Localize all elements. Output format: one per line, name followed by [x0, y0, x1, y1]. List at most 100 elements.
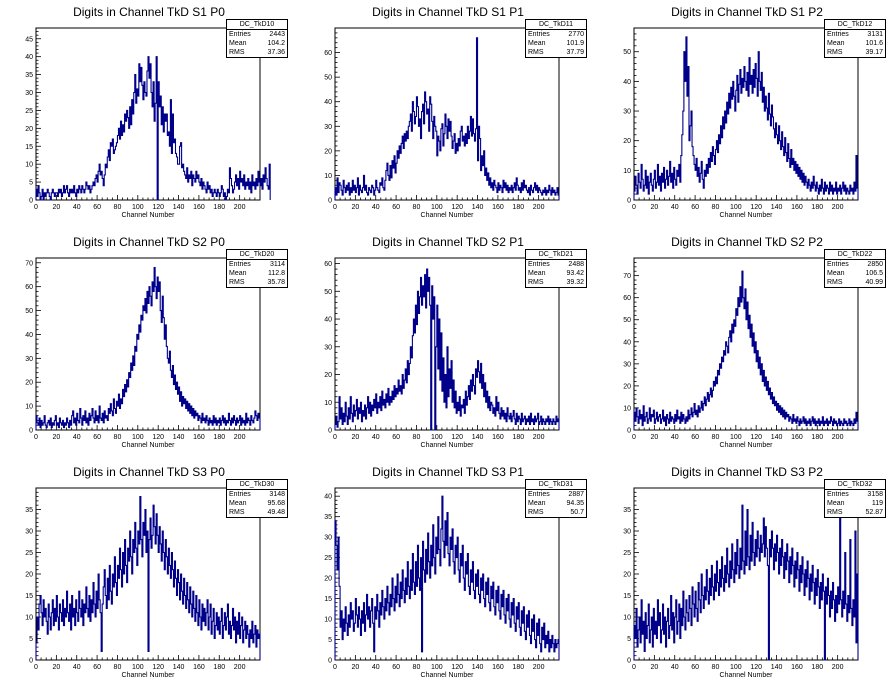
x-tick-label: 100: [132, 434, 144, 441]
x-tick-label: 120: [451, 434, 463, 441]
x-tick-label: 200: [832, 434, 844, 441]
y-tick-label: 20: [324, 576, 332, 583]
x-tick-label: 160: [492, 434, 504, 441]
x-tick-label: 60: [93, 204, 101, 211]
chart-title: Digits in Channel TkD S2 P1: [372, 235, 524, 249]
x-tick-label: 0: [333, 204, 337, 211]
stats-label: Entries: [528, 491, 550, 498]
histogram-line: [334, 37, 560, 200]
stats-label: Mean: [528, 270, 546, 277]
y-tick-label: 50: [25, 308, 33, 315]
chart-title: Digits in Channel TkD S3 P0: [73, 465, 225, 479]
stats-histogram-name: DC_TkD31: [526, 480, 586, 490]
y-tick-label: 10: [623, 168, 631, 175]
y-tick-label: 25: [623, 550, 631, 557]
y-tick-label: 70: [623, 273, 631, 280]
y-tick-label: 40: [25, 54, 33, 61]
stats-row-mean: Mean 106.5: [825, 269, 885, 278]
x-tick-label: 180: [811, 434, 823, 441]
y-tick-label: 35: [324, 514, 332, 521]
stats-histogram-name: DC_TkD12: [825, 20, 885, 30]
x-tick-label: 140: [173, 204, 185, 211]
plot-area: 0 20 40 60 80 100 120 140 160 180 200 0 5 10 15 20 25 30 3…: [25, 27, 271, 219]
y-tick-label: 15: [25, 593, 33, 600]
x-tick-label: 80: [712, 664, 720, 671]
y-tick-label: 20: [324, 372, 332, 379]
y-tick-label: 10: [623, 615, 631, 622]
y-tick-label: 10: [324, 400, 332, 407]
x-tick-label: 180: [811, 204, 823, 211]
x-tick-label: 160: [791, 434, 803, 441]
stats-row-rms: RMS 39.32: [526, 278, 586, 287]
y-tick-label: 15: [623, 593, 631, 600]
stats-value: 50.7: [570, 509, 584, 516]
y-tick-label: 30: [324, 535, 332, 542]
y-tick-label: 40: [324, 99, 332, 106]
x-tick-label: 100: [132, 664, 144, 671]
stats-row-mean: Mean 101.6: [825, 39, 885, 48]
y-tick-label: 25: [324, 555, 332, 562]
x-axis-label: Channel Number: [122, 442, 176, 449]
y-tick-label: 0: [328, 198, 332, 205]
y-tick-label: 45: [25, 36, 33, 43]
x-tick-label: 0: [34, 664, 38, 671]
x-tick-label: 40: [671, 664, 679, 671]
stats-box: DC_TkD32 Entries 3158 Mean 119 RMS 52.87: [824, 479, 886, 518]
plot-area: 0 20 40 60 80 100 120 140 160 180 200 0 10 20 30 40 50 60…: [623, 257, 859, 449]
x-tick-label: 80: [413, 664, 421, 671]
y-tick-label: 15: [324, 596, 332, 603]
stats-box: DC_TkD22 Entries 2850 Mean 106.5 RMS 40.99: [824, 249, 886, 288]
x-tick-label: 140: [771, 664, 783, 671]
y-tick-label: 30: [623, 361, 631, 368]
histogram-panel: Digits in Channel TkD S3 P0 0 20 40 60 80 100 1…: [0, 460, 298, 690]
y-tick-label: 20: [623, 383, 631, 390]
stats-row-mean: Mean 94.35: [526, 499, 586, 508]
plot-area: 0 20 40 60 80 100 120 140 160 180 200 0 5 10 15 20 25 30 3…: [324, 487, 560, 679]
stats-value: 93.42: [566, 270, 584, 277]
y-tick-label: 10: [623, 405, 631, 412]
y-tick-label: 5: [29, 636, 33, 643]
stats-label: RMS: [827, 279, 843, 286]
histogram-panel: Digits in Channel TkD S3 P2 0 20 40 60 80 100 1…: [598, 460, 896, 690]
x-tick-label: 60: [691, 434, 699, 441]
x-tick-label: 200: [234, 664, 246, 671]
x-tick-label: 160: [193, 204, 205, 211]
stats-histogram-name: DC_TkD30: [227, 480, 287, 490]
x-tick-label: 200: [533, 204, 545, 211]
x-tick-label: 100: [132, 204, 144, 211]
x-tick-label: 120: [152, 664, 164, 671]
x-tick-label: 80: [413, 434, 421, 441]
y-tick-label: 30: [324, 344, 332, 351]
y-tick-label: 20: [623, 572, 631, 579]
y-tick-label: 25: [25, 108, 33, 115]
stats-row-mean: Mean 93.42: [526, 269, 586, 278]
stats-value: 101.6: [865, 40, 883, 47]
x-tick-label: 120: [451, 204, 463, 211]
stats-histogram-name: DC_TkD20: [227, 250, 287, 260]
x-tick-label: 100: [431, 664, 443, 671]
y-tick-label: 25: [25, 550, 33, 557]
stats-value: 37.36: [267, 49, 285, 56]
y-tick-label: 30: [25, 90, 33, 97]
stats-label: RMS: [528, 509, 544, 516]
stats-row-entries: Entries 2887: [526, 490, 586, 499]
stats-label: RMS: [229, 49, 245, 56]
x-tick-label: 20: [52, 664, 60, 671]
stats-histogram-name: DC_TkD22: [825, 250, 885, 260]
x-tick-label: 180: [811, 664, 823, 671]
x-axis-label: Channel Number: [122, 672, 176, 679]
stats-label: RMS: [827, 49, 843, 56]
stats-value: 95.68: [267, 500, 285, 507]
x-tick-label: 100: [431, 204, 443, 211]
y-tick-label: 0: [627, 658, 631, 665]
x-tick-label: 100: [730, 664, 742, 671]
stats-value: 94.35: [566, 500, 584, 507]
stats-label: Entries: [229, 31, 251, 38]
y-tick-label: 40: [324, 494, 332, 501]
stats-value: 101.9: [566, 40, 584, 47]
y-tick-label: 20: [623, 138, 631, 145]
stats-value: 104.2: [267, 40, 285, 47]
x-tick-label: 40: [372, 434, 380, 441]
y-tick-label: 5: [627, 636, 631, 643]
